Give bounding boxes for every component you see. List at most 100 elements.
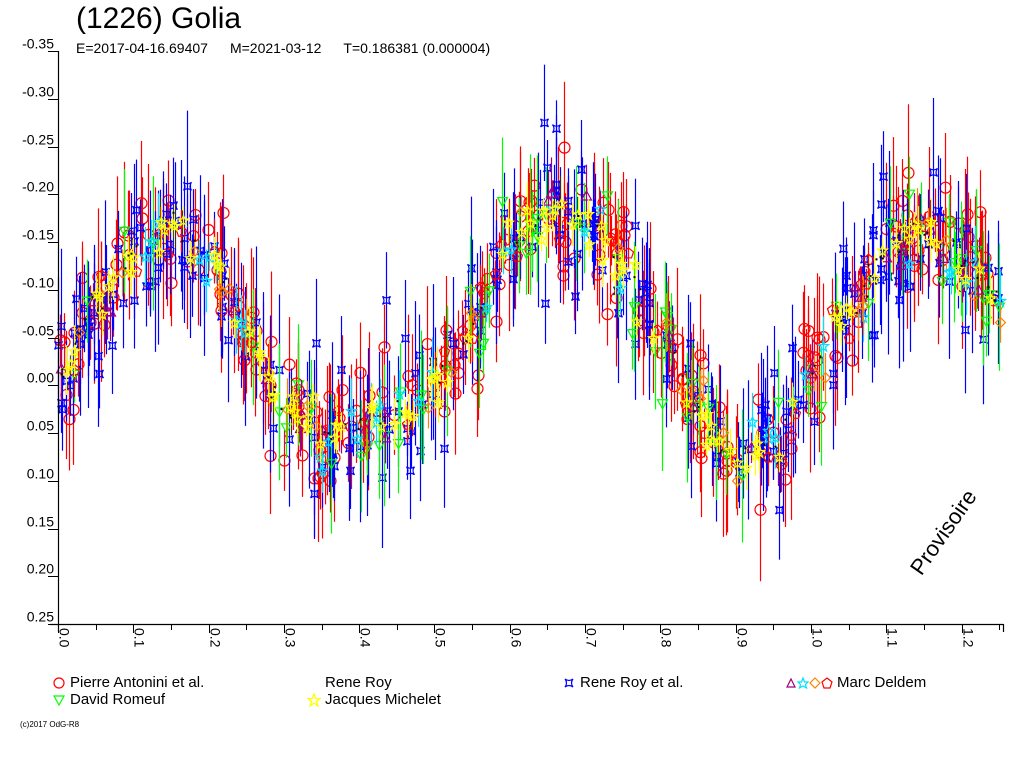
dot-marker bbox=[963, 262, 966, 265]
y-tick-label: -0.20 bbox=[22, 179, 54, 195]
star-marker bbox=[440, 375, 455, 389]
star-marker bbox=[431, 395, 446, 409]
pentagon-marker bbox=[762, 451, 775, 463]
x-tick-label: 0.8 bbox=[659, 628, 675, 648]
star-marker bbox=[614, 257, 629, 271]
star-marker bbox=[265, 390, 280, 404]
square-star-marker bbox=[119, 298, 128, 308]
circle-marker bbox=[312, 472, 325, 485]
star-marker bbox=[514, 225, 529, 239]
square-star-marker bbox=[704, 384, 713, 394]
dot-marker bbox=[842, 315, 845, 318]
x-tick-label: 0.4 bbox=[358, 628, 374, 648]
triangle-down-marker bbox=[473, 348, 486, 360]
dot-marker bbox=[855, 311, 858, 314]
triangle-down-marker bbox=[983, 289, 996, 301]
square-star-marker bbox=[984, 263, 993, 273]
dot-marker bbox=[60, 373, 63, 376]
dot-marker bbox=[633, 276, 636, 279]
square-star-marker bbox=[80, 303, 89, 313]
star-marker bbox=[424, 372, 439, 386]
triangle-down-marker bbox=[884, 218, 897, 230]
star-marker bbox=[126, 250, 141, 265]
square-star-marker bbox=[879, 172, 888, 182]
square-star-marker bbox=[788, 343, 797, 353]
star-marker bbox=[844, 304, 859, 319]
square-star-marker bbox=[590, 231, 599, 241]
legend-label: Rene Roy et al. bbox=[580, 674, 684, 691]
square-star-marker bbox=[712, 458, 721, 468]
star-marker bbox=[89, 287, 104, 301]
pentagon-marker bbox=[511, 250, 524, 262]
dot-marker bbox=[462, 342, 465, 345]
x-tick-label: 0.2 bbox=[208, 628, 224, 648]
star-marker bbox=[398, 405, 413, 419]
circle-marker bbox=[754, 503, 767, 516]
square-star-marker bbox=[810, 417, 819, 427]
dot-marker bbox=[83, 318, 86, 321]
square-star-marker bbox=[869, 230, 878, 240]
square-star-marker bbox=[136, 223, 145, 233]
diamond-marker bbox=[73, 326, 86, 339]
pentagon-marker bbox=[474, 280, 487, 293]
star-marker bbox=[350, 432, 365, 446]
axes-layer: -0.35 -0.30 -0.25 -0.20 -0.15 -0.10 -0.05 0.00 0… bbox=[22, 36, 1005, 648]
diamond-marker bbox=[994, 316, 1007, 329]
x-tick-label: 0.3 bbox=[283, 628, 299, 648]
x-tick-label: 0.6 bbox=[509, 628, 525, 648]
square-star-marker bbox=[775, 505, 784, 515]
dot-marker bbox=[193, 239, 196, 242]
legend-label: Jacques Michelet bbox=[325, 691, 441, 708]
legend-item-david-romeuf: David Romeuf bbox=[52, 691, 165, 708]
star-marker bbox=[425, 365, 440, 379]
pentagon-marker bbox=[862, 253, 875, 265]
triangle-down-marker bbox=[81, 296, 94, 308]
dot-marker bbox=[763, 443, 766, 446]
star-marker bbox=[772, 450, 787, 464]
legend-label: Rene Roy bbox=[325, 674, 392, 691]
dot-marker bbox=[396, 400, 399, 403]
triangle-down-marker bbox=[681, 413, 694, 425]
y-tick-label: -0.10 bbox=[22, 275, 54, 291]
dot-marker bbox=[101, 307, 104, 310]
star-marker bbox=[144, 235, 159, 249]
star-marker bbox=[902, 257, 917, 271]
dot-marker bbox=[357, 428, 360, 431]
dot-marker bbox=[465, 340, 468, 343]
star-marker bbox=[523, 216, 538, 230]
square-star-marker bbox=[492, 267, 501, 277]
x-tick-label: 0.9 bbox=[735, 628, 751, 648]
y-tick-label: 0.10 bbox=[27, 466, 54, 482]
x-tick-label: 0.5 bbox=[433, 628, 449, 648]
square-star-marker bbox=[870, 330, 879, 340]
square-star-marker bbox=[84, 330, 93, 340]
dot-marker bbox=[596, 224, 599, 227]
pentagon-marker bbox=[843, 332, 856, 344]
star-marker bbox=[207, 248, 222, 262]
star-marker bbox=[983, 291, 998, 306]
dot-marker bbox=[91, 296, 94, 299]
star-marker bbox=[889, 236, 904, 250]
star-marker bbox=[406, 409, 421, 423]
star-marker bbox=[183, 251, 198, 265]
dot-marker bbox=[246, 330, 249, 333]
square-star-marker bbox=[962, 224, 971, 234]
star-marker bbox=[536, 204, 551, 218]
square-star-marker bbox=[312, 338, 321, 348]
triangle-down-marker bbox=[656, 399, 669, 410]
dot-marker bbox=[515, 241, 518, 244]
star-marker bbox=[520, 203, 535, 218]
diamond-marker bbox=[717, 426, 730, 439]
dot-marker bbox=[987, 286, 990, 289]
star-marker bbox=[875, 244, 890, 258]
star-marker bbox=[628, 257, 643, 271]
star-marker bbox=[582, 237, 597, 252]
square-star-marker bbox=[154, 263, 163, 273]
dot-marker bbox=[330, 438, 333, 441]
dot-marker bbox=[697, 406, 700, 409]
pentagon-marker bbox=[489, 268, 502, 280]
star-marker bbox=[786, 394, 801, 408]
square-star-marker bbox=[169, 201, 178, 211]
star-marker bbox=[629, 314, 644, 329]
triangle-down-marker bbox=[815, 401, 828, 413]
